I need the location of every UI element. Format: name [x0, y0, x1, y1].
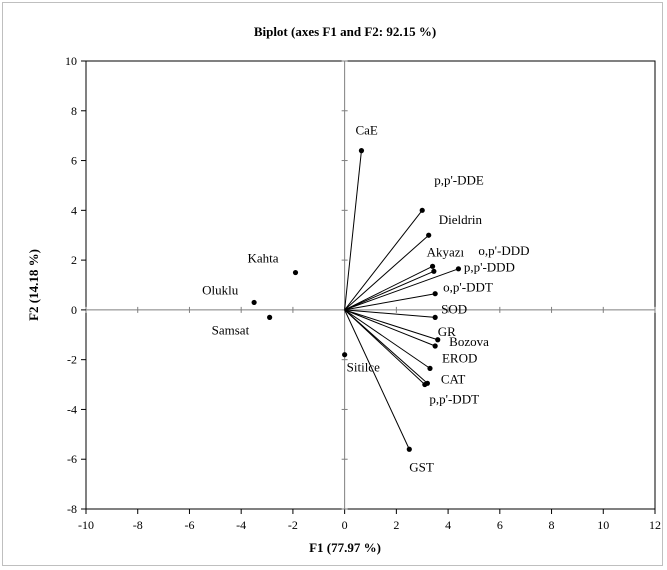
variable-label: CAT [441, 372, 466, 387]
y-tick-label: 2 [71, 253, 77, 267]
zero-axes [86, 61, 655, 509]
y-tick-label: 8 [71, 104, 77, 118]
variable-vector [344, 293, 436, 311]
x-tick-label: 6 [497, 518, 503, 532]
variable-point [455, 266, 462, 272]
variable-vector [344, 234, 430, 311]
y-axis-ticks: -8 -6 -4 -2 0 2 4 6 8 10 [65, 54, 348, 516]
variable-point [429, 263, 436, 269]
x-tick-label: -2 [288, 518, 298, 532]
variable-label: o,p'-DDT [443, 280, 493, 295]
variable-label: EROD [442, 350, 477, 365]
variable-point [435, 337, 441, 343]
y-tick-label: 6 [71, 154, 77, 168]
variable-point [431, 268, 437, 274]
variable-point [419, 207, 425, 213]
variable-vector [344, 210, 423, 311]
variable-point [424, 380, 430, 386]
x-tick-label: -4 [236, 518, 246, 532]
observation-point [342, 352, 348, 358]
variable-label: Akyazı [427, 244, 465, 259]
x-axis-label: F1 (77.97 %) [309, 540, 381, 555]
y-tick-label: 10 [65, 54, 77, 68]
variable-vector [344, 265, 433, 311]
variable-label: GST [409, 459, 434, 474]
variable-label: o,p'-DDD [478, 243, 529, 258]
x-tick-label: -6 [184, 518, 194, 532]
variable-vector [344, 309, 436, 347]
observation-label: Samsat [212, 322, 250, 337]
variable-point [426, 232, 432, 238]
variable-vector [344, 268, 459, 311]
variable-vector [344, 150, 362, 310]
variable-vector [344, 309, 438, 341]
observation-label: Kahta [247, 251, 278, 266]
x-tick-label: -10 [78, 518, 94, 532]
variable-point [358, 148, 365, 154]
variable-label: Bozova [449, 334, 489, 349]
y-axis-label: F2 (14.18 %) [26, 249, 41, 321]
observation-point [251, 299, 257, 306]
y-tick-label: -8 [67, 502, 77, 516]
y-tick-label: -6 [67, 452, 77, 466]
variable-label: p,p'-DDE [434, 172, 484, 187]
x-axis-ticks: -10 -8 -6 -4 -2 0 2 4 6 8 10 12 [78, 306, 661, 532]
x-tick-label: 4 [445, 518, 451, 532]
data-points [251, 148, 462, 452]
y-tick-label: 0 [71, 303, 77, 317]
observation-label: Oluklu [202, 282, 239, 297]
variable-label: SOD [441, 301, 467, 316]
variable-vector [344, 309, 410, 450]
variable-point [432, 291, 438, 297]
variable-label: Dieldrin [439, 212, 483, 227]
variable-vector [344, 270, 435, 311]
variable-point [432, 343, 438, 349]
y-tick-label: -4 [67, 402, 77, 416]
x-tick-label: 2 [393, 518, 399, 532]
chart-title: Biplot (axes F1 and F2: 92.15 %) [254, 24, 436, 39]
variable-label: p,p'-DDT [429, 391, 479, 406]
x-tick-label: -8 [133, 518, 143, 532]
x-tick-label: 0 [342, 518, 348, 532]
variable-vector [344, 309, 436, 318]
variable-point [427, 365, 433, 371]
variable-label: p,p'-DDD [464, 259, 515, 274]
observation-label: Sitilce [347, 360, 380, 375]
y-tick-label: -2 [67, 353, 77, 367]
variable-label: CaE [355, 123, 377, 138]
x-tick-label: 8 [549, 518, 555, 532]
variable-label: GR [438, 324, 456, 339]
variable-vector [344, 309, 428, 384]
variable-vectors [344, 150, 459, 450]
observation-point [292, 269, 299, 276]
variable-vector [344, 309, 431, 369]
variable-point [406, 446, 412, 452]
y-tick-label: 4 [71, 203, 77, 217]
x-tick-label: 12 [649, 518, 661, 532]
variable-point [432, 314, 438, 320]
x-tick-label: 10 [597, 518, 609, 532]
observation-point [267, 314, 273, 320]
plot-area [85, 60, 656, 510]
